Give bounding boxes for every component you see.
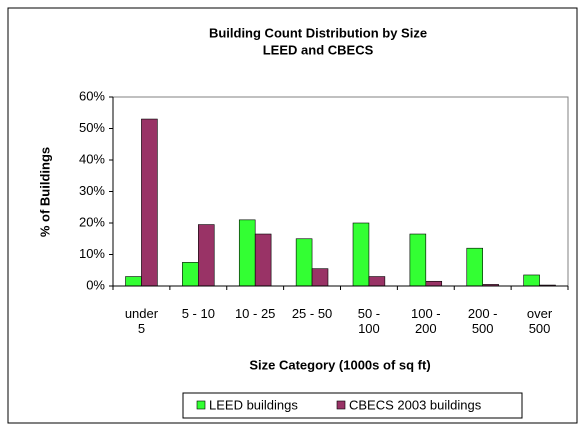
bar	[425, 280, 443, 287]
y-tick-label: 20%	[79, 214, 105, 229]
bar	[523, 274, 540, 287]
x-tick-label: 10 - 25	[234, 306, 276, 321]
y-tick-label: 0%	[86, 277, 105, 292]
bar	[368, 276, 386, 287]
bar	[238, 219, 256, 287]
chart-title: Building Count Distribution by Size	[209, 25, 427, 40]
legend-label: LEED buildings	[209, 397, 298, 412]
x-tick-label: 50 - 100	[357, 306, 381, 336]
x-tick-label: 200 - 500	[467, 306, 498, 336]
x-tick-label: 5 - 10	[181, 306, 215, 321]
chart-subtitle: LEED and CBECS	[263, 42, 374, 57]
legend-swatch	[336, 400, 346, 410]
bar	[466, 247, 483, 287]
bar	[409, 233, 427, 287]
legend-swatch	[196, 400, 206, 410]
x-tick-label: 100 - 200	[410, 306, 441, 336]
y-tick-label: 60%	[79, 88, 105, 103]
bar	[125, 276, 142, 287]
y-tick-label: 50%	[79, 120, 105, 135]
bar	[352, 222, 370, 287]
plot-area	[112, 96, 569, 287]
y-tick-label: 10%	[79, 246, 105, 261]
bar	[295, 238, 313, 287]
x-tick-label: under 5	[124, 306, 159, 336]
y-axis-label: % of Buildings	[37, 147, 52, 237]
bar	[182, 262, 199, 287]
x-tick-label: over 500	[526, 306, 553, 336]
y-tick-label: 40%	[79, 151, 105, 166]
bar	[198, 224, 215, 287]
y-tick-label: 30%	[79, 183, 105, 198]
bar	[254, 233, 272, 287]
x-axis-label: Size Category (1000s of sq ft)	[249, 357, 430, 372]
legend-box	[182, 392, 523, 419]
legend-label: CBECS 2003 buildings	[349, 397, 482, 412]
bar	[311, 268, 329, 287]
x-tick-label: 25 - 50	[291, 306, 333, 321]
bar	[141, 118, 158, 287]
